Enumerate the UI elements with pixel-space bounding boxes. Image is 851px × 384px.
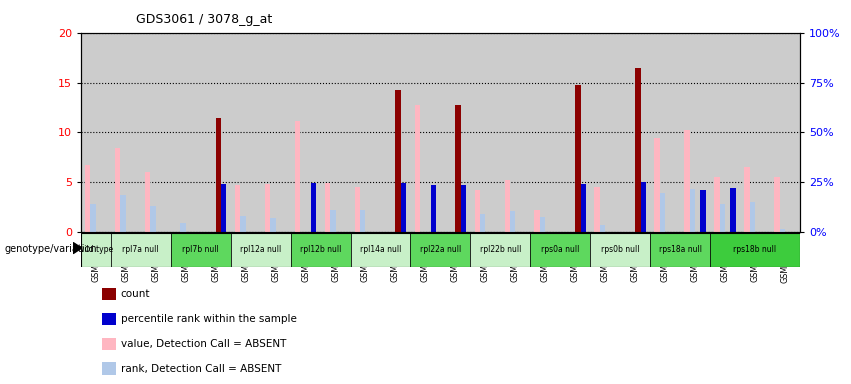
Bar	[745, 167, 750, 232]
Bar	[750, 202, 755, 232]
Text: GDS3061 / 3078_g_at: GDS3061 / 3078_g_at	[136, 13, 272, 26]
Bar	[471, 233, 530, 267]
Bar	[774, 177, 780, 232]
Bar	[650, 233, 710, 267]
Bar	[710, 233, 800, 267]
Bar	[401, 184, 406, 232]
Text: rps0b null: rps0b null	[601, 245, 639, 255]
Bar	[120, 195, 126, 232]
Bar	[580, 184, 586, 232]
Bar	[151, 206, 156, 232]
Bar	[145, 172, 151, 232]
Bar	[81, 233, 111, 267]
Bar	[271, 218, 276, 232]
Bar	[360, 210, 365, 232]
Bar	[351, 233, 410, 267]
Text: rpl7b null: rpl7b null	[182, 245, 219, 255]
Bar	[265, 184, 271, 232]
Bar	[575, 84, 580, 232]
Bar	[654, 139, 660, 232]
Text: rps18a null: rps18a null	[659, 245, 701, 255]
Bar	[355, 187, 360, 232]
Bar	[510, 211, 516, 232]
Bar	[714, 177, 720, 232]
Bar	[215, 118, 221, 232]
Polygon shape	[73, 243, 82, 253]
Text: wild type: wild type	[78, 245, 113, 255]
Bar	[85, 166, 90, 232]
Bar	[689, 189, 695, 232]
Text: rpl22a null: rpl22a null	[420, 245, 461, 255]
Bar	[235, 185, 240, 232]
Text: rpl12a null: rpl12a null	[240, 245, 281, 255]
Bar	[111, 233, 171, 267]
Bar	[641, 182, 646, 232]
Bar	[684, 131, 689, 232]
Bar	[180, 223, 186, 232]
Bar	[460, 185, 466, 232]
Bar	[431, 185, 437, 232]
Bar	[700, 190, 705, 232]
Bar	[396, 89, 401, 232]
Text: rpl7a null: rpl7a null	[123, 245, 159, 255]
Bar	[455, 104, 460, 232]
Text: rpl14a null: rpl14a null	[360, 245, 401, 255]
Bar	[475, 190, 480, 232]
Bar	[231, 233, 290, 267]
Bar	[720, 204, 725, 232]
Bar	[414, 104, 420, 232]
Bar	[540, 217, 545, 232]
Text: count: count	[121, 289, 151, 299]
Bar	[530, 233, 591, 267]
Bar	[90, 204, 96, 232]
Bar	[311, 184, 317, 232]
Text: rank, Detection Call = ABSENT: rank, Detection Call = ABSENT	[121, 364, 281, 374]
Text: percentile rank within the sample: percentile rank within the sample	[121, 314, 297, 324]
Text: rps18b null: rps18b null	[734, 245, 777, 255]
Bar	[294, 121, 300, 232]
Text: genotype/variation: genotype/variation	[4, 244, 97, 254]
Text: rpl22b null: rpl22b null	[480, 245, 521, 255]
Bar	[330, 210, 335, 232]
Text: value, Detection Call = ABSENT: value, Detection Call = ABSENT	[121, 339, 286, 349]
Bar	[240, 216, 246, 232]
Text: rps0a null: rps0a null	[541, 245, 580, 255]
Bar	[594, 187, 600, 232]
Bar	[591, 233, 650, 267]
Bar	[290, 233, 351, 267]
Bar	[635, 68, 641, 232]
Bar	[410, 233, 471, 267]
Text: rpl12b null: rpl12b null	[300, 245, 341, 255]
Bar	[171, 233, 231, 267]
Bar	[115, 149, 120, 232]
Bar	[660, 194, 665, 232]
Bar	[480, 214, 485, 232]
Bar	[221, 184, 226, 232]
Bar	[534, 210, 540, 232]
Bar	[600, 225, 605, 232]
Bar	[780, 229, 785, 232]
Bar	[325, 184, 330, 232]
Bar	[730, 189, 736, 232]
Bar	[505, 180, 510, 232]
